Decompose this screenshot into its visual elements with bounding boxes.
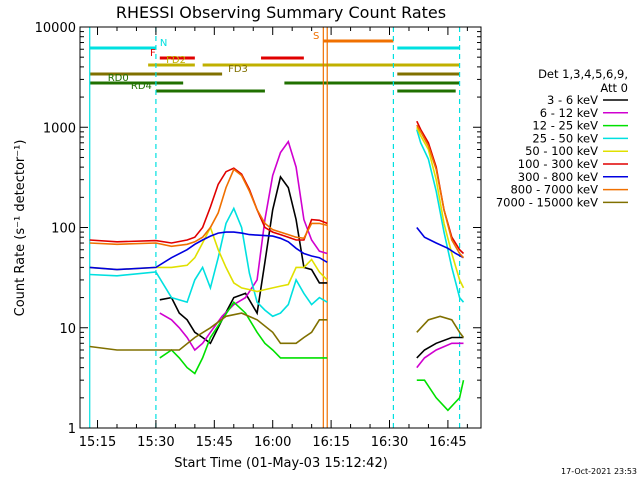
- legend-label: 6 - 12 keV: [540, 106, 598, 120]
- flag-label-rd4: RD4: [131, 81, 152, 92]
- flag-label-fd2: FD2: [166, 55, 186, 66]
- series-line-12-25-kev: [159, 300, 328, 375]
- y-axis: 1 10 100 1000 10000: [35, 21, 481, 437]
- series-line-800-7000-kev-post-gap: [416, 124, 465, 259]
- flag-label-n: N: [160, 38, 167, 49]
- x-tick-label: 15:15: [79, 435, 116, 450]
- series-line-6-12-kev-post-gap: [416, 342, 464, 369]
- series-line-7000-15000-kev-post-gap: [416, 315, 465, 338]
- y-tick-label: 1000: [43, 121, 76, 136]
- x-tick-label: 15:30: [137, 435, 174, 450]
- series-line-50-100-kev: [89, 225, 328, 293]
- legend-label: 12 - 25 keV: [532, 119, 598, 133]
- x-axis: 15:15 15:30 15:45 16:00 16:15 16:30 16:45: [79, 27, 468, 450]
- legend-label: 100 - 300 keV: [518, 157, 598, 171]
- x-tick-label: 16:45: [429, 435, 466, 450]
- series-line-25-50-kev: [89, 206, 328, 318]
- legend-label: 800 - 7000 keV: [510, 183, 598, 197]
- series-line-3-6-kev: [159, 175, 328, 345]
- series-line-6-12-kev: [159, 139, 328, 352]
- y-tick-label: 1: [68, 422, 76, 437]
- legend-label: 7000 - 15000 keV: [496, 195, 598, 209]
- legend-header-1: Det 1,3,4,5,6,9,: [538, 67, 628, 81]
- y-tick-label: 10000: [35, 21, 76, 36]
- legend-label: 50 - 100 keV: [525, 144, 598, 158]
- series-line-25-50-kev-post-gap: [416, 129, 465, 303]
- series-line-7000-15000-kev: [89, 312, 328, 351]
- series-line-50-100-kev-post-gap: [416, 126, 465, 289]
- flag-label-fd3: FD3: [228, 64, 248, 75]
- legend-label: 25 - 50 keV: [532, 131, 598, 145]
- x-tick-label: 15:45: [196, 435, 233, 450]
- series-line-100-300-kev: [89, 167, 328, 244]
- x-tick-label: 16:00: [254, 435, 291, 450]
- chart-title: RHESSI Observing Summary Count Rates: [116, 3, 446, 22]
- timestamp: 17-Oct-2021 23:53: [561, 467, 637, 476]
- series-lines: [89, 120, 465, 412]
- series-line-300-800-kev: [89, 231, 328, 271]
- series-line-800-7000-kev: [89, 168, 328, 248]
- legend-label: 3 - 6 keV: [547, 93, 598, 107]
- y-tick-label: 10: [59, 322, 76, 337]
- x-tick-label: 16:15: [312, 435, 349, 450]
- x-axis-label: Start Time (01-May-03 15:12:42): [174, 456, 388, 471]
- x-tick-label: 16:30: [371, 435, 408, 450]
- y-axis-label: Count Rate (s⁻¹ detector⁻¹): [13, 140, 28, 317]
- legend-header-2: Att 0: [600, 81, 628, 95]
- flag-label-rd0: RD0: [108, 73, 129, 84]
- flag-label-f: F: [150, 48, 156, 59]
- series-line-3-6-kev-post-gap: [416, 336, 464, 359]
- y-tick-label: 100: [51, 222, 76, 237]
- vertical-markers: [89, 27, 461, 428]
- series-line-300-800-kev-post-gap: [416, 227, 464, 259]
- series-line-12-25-kev-post-gap: [416, 379, 465, 412]
- flag-label-s: S: [313, 31, 319, 42]
- legend-label: 300 - 800 keV: [518, 170, 598, 184]
